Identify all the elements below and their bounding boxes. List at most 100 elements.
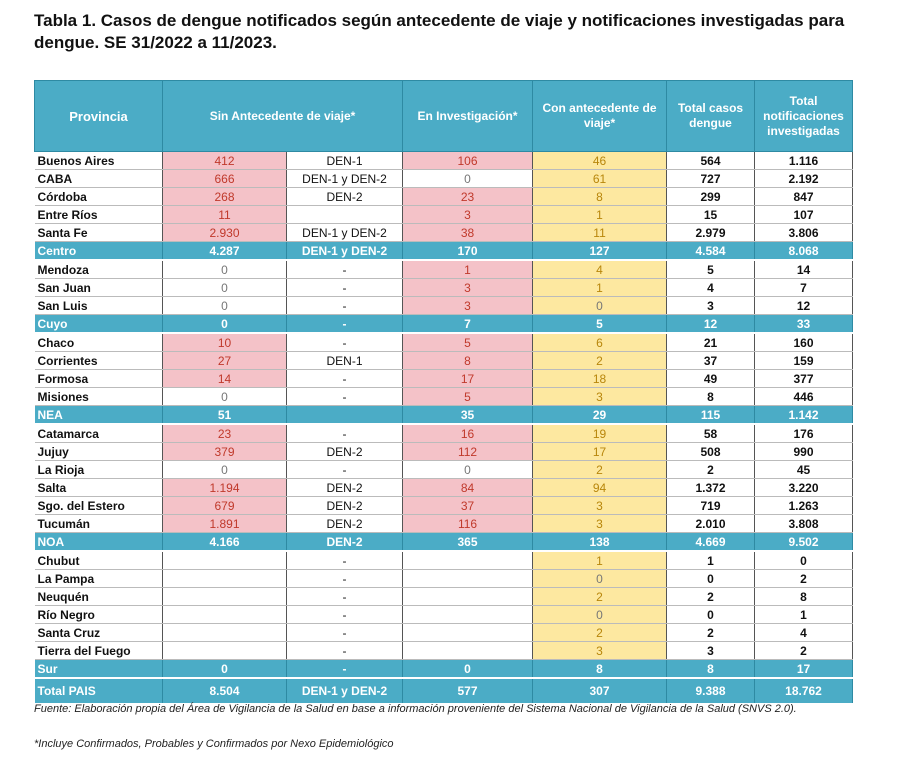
cell-con-antecedente: 19 [532,424,668,443]
cell-provincia: Total PAIS [34,678,163,705]
cell-en-investigacion: 35 [402,405,534,425]
table-row: Entre Ríos 11 3 1 15 107 [34,205,854,224]
cell-provincia: Cuyo [34,314,163,334]
cell-total-notificaciones: 9.502 [754,532,854,552]
cell-sin-antecedente: 0 [162,260,287,279]
cell-provincia: Entre Ríos [34,205,163,224]
cell-con-antecedente: 3 [532,641,668,660]
cell-provincia: Sur [34,659,163,679]
cell-en-investigacion: 1 [402,260,534,279]
cell-sin-antecedente: 4.287 [162,241,287,261]
cell-total-notificaciones: 3.220 [754,478,854,497]
cell-provincia: Tierra del Fuego [34,641,163,660]
cell-total-casos: 4.669 [666,532,756,552]
cell-sin-antecedente: 14 [162,369,287,388]
cell-serotipo: DEN-2 [286,442,404,461]
cell-total-casos: 719 [666,496,756,515]
cell-total-casos: 727 [666,169,756,188]
cell-sin-antecedente: 0 [162,659,287,679]
cell-serotipo: - [286,296,404,315]
cell-en-investigacion: 106 [402,151,534,170]
header-en-investigacion: En Investigación* [402,80,534,152]
cell-total-casos: 12 [666,314,756,334]
cell-total-casos: 2 [666,587,756,606]
cell-sin-antecedente: 11 [162,205,287,224]
region-subtotal-row: Sur 0-0 8 8 17 [34,659,854,679]
cell-serotipo: DEN-2 [286,478,404,497]
cell-provincia: San Juan [34,278,163,297]
cell-serotipo: - [286,605,404,624]
cell-con-antecedente: 6 [532,333,668,352]
cell-total-casos: 4 [666,278,756,297]
cell-con-antecedente: 127 [532,241,668,261]
cell-total-notificaciones: 3.808 [754,514,854,533]
cell-total-notificaciones: 1.142 [754,405,854,425]
cell-con-antecedente: 1 [532,551,668,570]
table-row: Chaco 10-5 6 21 160 [34,333,854,352]
cell-total-casos: 15 [666,205,756,224]
header-con-antecedente: Con antecedente de viaje* [532,80,668,152]
table-row: Salta 1.194 DEN-2 84 94 1.372 3.220 [34,478,854,497]
cell-sin-antecedente: 51 [162,405,287,425]
cell-serotipo: - [286,424,404,443]
cell-total-notificaciones: 377 [754,369,854,388]
cell-en-investigacion: 7 [402,314,534,334]
footnote-source: Fuente: Elaboración propia del Área de V… [34,703,797,715]
table-row: Santa Fe 2.930 DEN-1 y DEN-2 38 11 2.979 3.806 [34,223,854,242]
cell-con-antecedente: 8 [532,659,668,679]
cell-serotipo: DEN-2 [286,187,404,206]
cell-serotipo: DEN-2 [286,496,404,515]
cell-sin-antecedente: 412 [162,151,287,170]
cell-con-antecedente: 4 [532,260,668,279]
cell-con-antecedente: 11 [532,223,668,242]
cell-total-casos: 299 [666,187,756,206]
table-row: Formosa 14-17 18 49 377 [34,369,854,388]
cell-en-investigacion: 3 [402,296,534,315]
cell-total-notificaciones: 14 [754,260,854,279]
header-total-notificaciones: Total notificaciones investigadas [754,80,854,152]
cell-total-casos: 21 [666,333,756,352]
cell-con-antecedente: 1 [532,278,668,297]
cell-provincia: Río Negro [34,605,163,624]
cell-provincia: NEA [34,405,163,425]
cell-provincia: NOA [34,532,163,552]
cell-provincia: Sgo. del Estero [34,496,163,515]
cell-en-investigacion: 38 [402,223,534,242]
cell-en-investigacion: 16 [402,424,534,443]
cell-con-antecedente: 8 [532,187,668,206]
cell-serotipo: DEN-1 y DEN-2 [286,678,404,705]
cell-con-antecedente: 5 [532,314,668,334]
cell-total-notificaciones: 2 [754,569,854,588]
cell-serotipo: DEN-2 [286,532,404,552]
table-row: Neuquén -2 2 8 [34,587,854,606]
cell-con-antecedente: 138 [532,532,668,552]
cell-sin-antecedente: 1.891 [162,514,287,533]
cell-con-antecedente: 3 [532,387,668,406]
cell-serotipo: DEN-1 y DEN-2 [286,241,404,261]
cell-provincia: Santa Cruz [34,623,163,642]
cell-serotipo: DEN-1 y DEN-2 [286,169,404,188]
cell-en-investigacion: 170 [402,241,534,261]
cell-total-casos: 9.388 [666,678,756,705]
cell-con-antecedente: 0 [532,569,668,588]
cell-provincia: Neuquén [34,587,163,606]
cell-en-investigacion: 23 [402,187,534,206]
table-title: Tabla 1. Casos de dengue notificados seg… [34,11,845,52]
cell-provincia: Jujuy [34,442,163,461]
cell-provincia: La Rioja [34,460,163,479]
table-row: La Rioja 0-0 2 2 45 [34,460,854,479]
cell-provincia: CABA [34,169,163,188]
cell-serotipo: - [286,369,404,388]
cell-total-casos: 8 [666,387,756,406]
cell-sin-antecedente [162,587,287,606]
cell-con-antecedente: 29 [532,405,668,425]
cell-total-casos: 564 [666,151,756,170]
cell-en-investigacion: 577 [402,678,534,705]
cell-en-investigacion: 5 [402,333,534,352]
cell-en-investigacion [402,623,534,642]
cell-serotipo: - [286,659,404,679]
cell-sin-antecedente: 0 [162,460,287,479]
table-row: Córdoba 268 DEN-2 23 8 299 847 [34,187,854,206]
cell-con-antecedente: 0 [532,296,668,315]
cell-sin-antecedente: 23 [162,424,287,443]
